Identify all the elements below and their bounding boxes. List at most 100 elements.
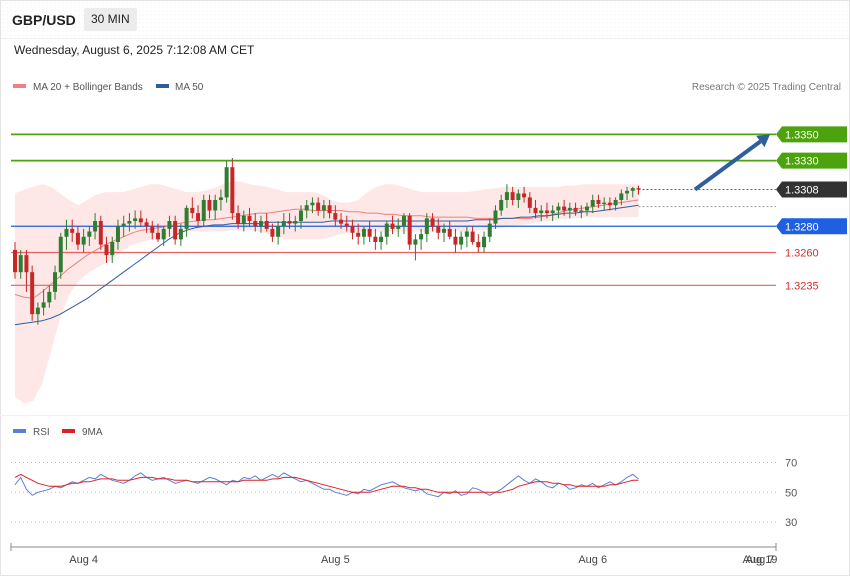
candle xyxy=(253,213,258,232)
candle xyxy=(459,231,464,250)
candle xyxy=(321,200,326,219)
candle xyxy=(504,184,509,208)
candle xyxy=(407,213,412,250)
candle xyxy=(522,186,527,203)
candle xyxy=(75,226,80,250)
candle xyxy=(442,223,446,242)
candle-body xyxy=(413,239,418,245)
candle xyxy=(619,189,624,206)
candle-body xyxy=(419,234,424,240)
rsi-9ma-line xyxy=(14,473,639,493)
candle-body xyxy=(253,221,258,227)
candle-body xyxy=(156,232,160,240)
candle xyxy=(167,215,172,237)
candle xyxy=(115,219,120,250)
candle-body xyxy=(350,226,355,233)
candle xyxy=(585,202,589,216)
candle-body xyxy=(98,221,103,245)
candle xyxy=(70,219,75,242)
legend-ma20-swatch xyxy=(13,84,26,88)
candle xyxy=(30,265,35,321)
x-label-Aug-19: Aug 19 xyxy=(743,554,778,566)
candle-body xyxy=(373,236,378,242)
arrow-shaft xyxy=(693,139,762,192)
candle-body xyxy=(18,255,23,273)
candle xyxy=(396,218,401,237)
candle xyxy=(625,186,630,200)
legend-rsi-label: RSI xyxy=(33,427,50,438)
candle xyxy=(596,194,601,208)
level-tag-box xyxy=(776,152,847,169)
candle xyxy=(339,213,344,229)
candle-body xyxy=(470,231,475,242)
candle xyxy=(81,228,86,253)
candle-body xyxy=(522,193,527,198)
candle-body xyxy=(436,226,441,233)
candle xyxy=(401,213,406,235)
candle-body xyxy=(230,167,235,214)
candle xyxy=(98,215,103,250)
rsi-line xyxy=(14,472,639,498)
candle-body xyxy=(533,207,538,214)
candle xyxy=(470,226,475,245)
candle xyxy=(47,285,52,308)
candle-body xyxy=(93,221,98,232)
candle-body xyxy=(133,218,138,221)
candle-body xyxy=(556,206,561,211)
candle xyxy=(35,302,40,325)
candle xyxy=(41,289,46,316)
candle xyxy=(224,160,229,203)
candle-body xyxy=(53,272,58,292)
level-tag-1-3280: 1.3280 xyxy=(785,221,819,233)
candle-body xyxy=(602,202,607,204)
candle-body xyxy=(327,205,332,214)
candle xyxy=(630,186,635,198)
candle xyxy=(327,200,332,219)
candle-body xyxy=(316,202,321,211)
candle xyxy=(53,265,58,300)
legend-ma50-swatch xyxy=(156,84,169,88)
candle xyxy=(430,213,435,232)
candle xyxy=(87,226,92,246)
candle-body xyxy=(396,226,401,229)
candle-body xyxy=(630,188,635,191)
candle-body xyxy=(138,218,143,223)
level-tags: 1.3350 1.3330 1.3308 1.3280 1.3260 1.3235 xyxy=(776,126,847,292)
candle xyxy=(18,249,23,279)
x-label-Aug-4: Aug 4 xyxy=(69,554,98,566)
candle-body xyxy=(562,206,567,211)
candle xyxy=(533,200,538,219)
candle-body xyxy=(476,242,481,248)
candle-body xyxy=(87,231,92,237)
candle-body xyxy=(321,205,326,211)
rsi-legend: RSI 9MA xyxy=(13,427,103,438)
legend-9ma-swatch xyxy=(62,429,75,433)
legend-9ma-label: 9MA xyxy=(82,427,103,438)
candle-body xyxy=(401,215,406,227)
candle xyxy=(384,221,389,245)
candle xyxy=(161,226,166,246)
candle xyxy=(579,205,584,219)
candle-body xyxy=(487,223,492,237)
candle xyxy=(287,213,292,229)
candle xyxy=(299,205,303,229)
candle-body xyxy=(184,207,189,229)
arrow-head xyxy=(756,134,770,148)
timeframe-button[interactable]: 30 MIN xyxy=(84,8,137,31)
candle-body xyxy=(390,223,395,229)
candle xyxy=(367,221,372,242)
candle xyxy=(236,205,241,229)
candle-body xyxy=(121,223,126,227)
candle xyxy=(93,213,98,240)
candle-body xyxy=(24,255,29,273)
candle-body xyxy=(178,228,183,240)
candle-body xyxy=(161,228,166,240)
credit-text: Research © 2025 Trading Central xyxy=(692,82,841,93)
bollinger-band-area xyxy=(15,181,639,404)
candle xyxy=(133,210,138,229)
candle xyxy=(270,223,275,242)
candle-body xyxy=(430,218,435,227)
candle-body xyxy=(356,232,361,237)
